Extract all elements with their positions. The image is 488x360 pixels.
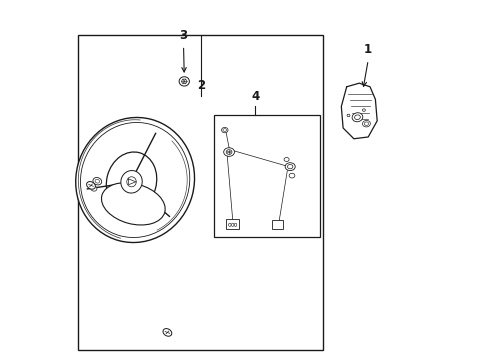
Ellipse shape xyxy=(285,163,295,171)
Bar xyxy=(214,116,319,237)
Text: 1: 1 xyxy=(364,43,371,56)
Ellipse shape xyxy=(231,223,233,226)
Ellipse shape xyxy=(228,223,230,226)
Text: 2: 2 xyxy=(197,79,205,92)
Ellipse shape xyxy=(362,109,365,111)
Ellipse shape xyxy=(121,171,142,193)
Ellipse shape xyxy=(362,121,369,127)
Ellipse shape xyxy=(126,177,136,187)
Ellipse shape xyxy=(364,122,368,126)
Ellipse shape xyxy=(102,183,165,225)
Ellipse shape xyxy=(81,122,189,238)
Ellipse shape xyxy=(106,152,157,212)
Bar xyxy=(226,220,239,229)
Ellipse shape xyxy=(354,115,360,120)
Ellipse shape xyxy=(223,148,234,156)
Ellipse shape xyxy=(351,113,362,122)
Ellipse shape xyxy=(221,127,227,133)
Ellipse shape xyxy=(179,77,189,86)
Ellipse shape xyxy=(182,79,186,84)
Ellipse shape xyxy=(284,158,288,161)
Ellipse shape xyxy=(95,179,100,183)
Ellipse shape xyxy=(234,223,236,226)
Ellipse shape xyxy=(288,173,294,178)
Ellipse shape xyxy=(226,150,231,154)
Ellipse shape xyxy=(86,181,95,189)
Ellipse shape xyxy=(90,186,97,191)
Text: 4: 4 xyxy=(251,90,259,103)
Ellipse shape xyxy=(76,117,194,243)
Bar xyxy=(271,220,283,229)
Ellipse shape xyxy=(163,329,171,336)
Ellipse shape xyxy=(346,114,349,117)
Text: 3: 3 xyxy=(179,29,187,42)
Ellipse shape xyxy=(287,165,292,169)
Bar xyxy=(78,35,323,350)
Ellipse shape xyxy=(93,177,102,185)
Ellipse shape xyxy=(223,129,226,131)
